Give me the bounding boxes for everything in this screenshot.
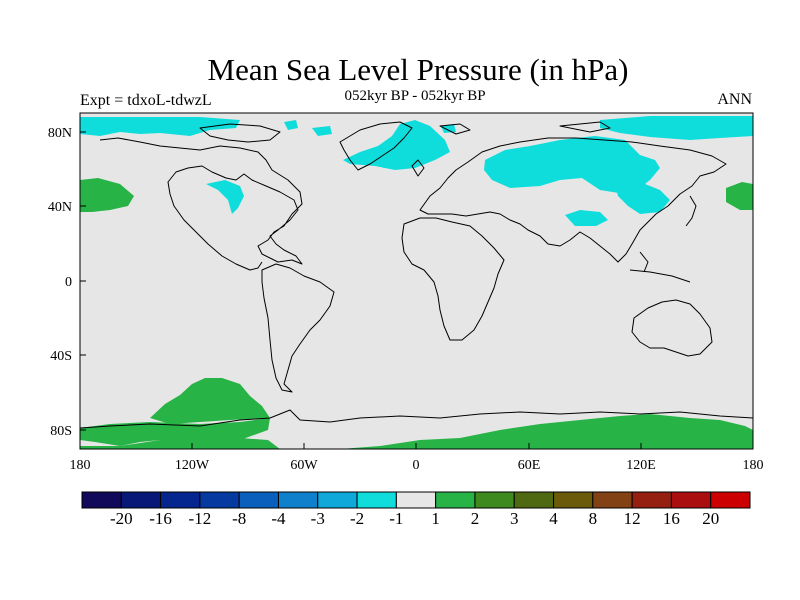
coastline-greenland	[339, 121, 413, 171]
chart-title: Mean Sea Level Pressure (in hPa)	[207, 52, 629, 87]
coastline-eurasia	[419, 137, 727, 263]
colorbar-swatch	[670, 491, 712, 509]
eurasia-cyan	[484, 136, 660, 194]
season-label: ANN	[717, 91, 752, 108]
colorbar-label: 4	[549, 509, 558, 528]
lon-label: 60E	[518, 458, 541, 473]
central-asia-cyan	[565, 210, 608, 226]
colorbar-swatch	[395, 491, 437, 509]
colorbar-label: -20	[110, 509, 133, 528]
latitude-labels: 80N 40N 0 40S 80S	[48, 126, 72, 439]
lon-label: 120W	[175, 458, 210, 473]
coastline-british-isles	[411, 159, 425, 177]
north-pacific-green-west	[80, 178, 134, 212]
lon-label: 180	[70, 458, 91, 473]
colorbar-swatch	[710, 491, 751, 509]
colorbar-swatch	[474, 491, 515, 509]
colorbar-swatch	[553, 491, 594, 509]
experiment-label: Expt = tdxoL-tdwzL	[80, 92, 212, 109]
longitude-labels: 180 120W 60W 0 60E 120E 180	[70, 458, 764, 473]
coastline-arctic-islands	[199, 121, 611, 143]
colorbar-swatch	[120, 491, 162, 509]
colorbar-label: 16	[663, 509, 680, 528]
lat-label: 40S	[50, 349, 72, 364]
colorbar: -20 -16 -12 -8 -4 -3 -2 -1 1 2 3 4 8 12 16 20	[81, 491, 751, 528]
colorbar-swatch	[435, 491, 476, 509]
eurasia-cyan-south	[615, 182, 670, 214]
arctic-cyan-west	[80, 117, 240, 136]
map-ticks	[79, 131, 754, 449]
colorbar-swatch	[238, 491, 279, 509]
colorbar-label: 3	[510, 509, 519, 528]
coastline-japan-indonesia	[629, 195, 697, 283]
arctic-cyan-east	[600, 116, 753, 140]
colorbar-label: -1	[389, 509, 403, 528]
colorbar-label: -12	[189, 509, 212, 528]
lon-label: 60W	[290, 458, 318, 473]
lon-label: 0	[413, 458, 420, 473]
colorbar-swatch	[513, 491, 555, 509]
coastlines	[79, 121, 754, 429]
colorbar-swatch	[199, 491, 240, 509]
southern-ocean-green	[150, 378, 270, 424]
arctic-cyan-islands	[284, 120, 456, 136]
colorbar-label: -2	[350, 509, 364, 528]
antarctic-green-east	[340, 414, 753, 449]
antarctic-green-south	[80, 438, 280, 449]
colorbar-swatch	[356, 491, 397, 509]
colorbar-label: -3	[311, 509, 325, 528]
colorbar-label: -8	[232, 509, 246, 528]
lon-label: 120E	[626, 458, 656, 473]
coastline-south-america	[261, 263, 335, 393]
lon-label: 180	[743, 458, 764, 473]
lat-label: 40N	[48, 200, 72, 215]
colorbar-swatch	[317, 491, 358, 509]
north-america-cyan	[206, 180, 244, 214]
colorbar-label: 2	[471, 509, 480, 528]
lat-label: 80S	[50, 424, 72, 439]
colorbar-label: 12	[624, 509, 641, 528]
colorbar-swatch	[631, 491, 672, 509]
colorbar-swatch	[160, 491, 201, 509]
north-pacific-green-east	[726, 182, 753, 210]
lat-label: 0	[65, 275, 72, 290]
colorbar-label: 8	[589, 509, 598, 528]
lat-label: 80N	[48, 126, 72, 141]
colorbar-swatch	[277, 491, 319, 509]
colorbar-swatch	[592, 491, 633, 509]
colorbar-label: 1	[431, 509, 440, 528]
coastline-africa	[401, 217, 505, 341]
coastline-australia	[631, 299, 713, 357]
chart-subtitle: 052kyr BP - 052kyr BP	[344, 88, 486, 104]
negative-anomaly-regions	[80, 116, 753, 226]
colorbar-label: -4	[271, 509, 286, 528]
positive-anomaly-regions	[80, 178, 753, 449]
colorbar-label: 20	[702, 509, 719, 528]
coastline-north-america	[99, 137, 303, 271]
colorbar-label: -16	[149, 509, 172, 528]
coastline-antarctica	[79, 409, 754, 429]
colorbar-swatch	[81, 491, 122, 509]
